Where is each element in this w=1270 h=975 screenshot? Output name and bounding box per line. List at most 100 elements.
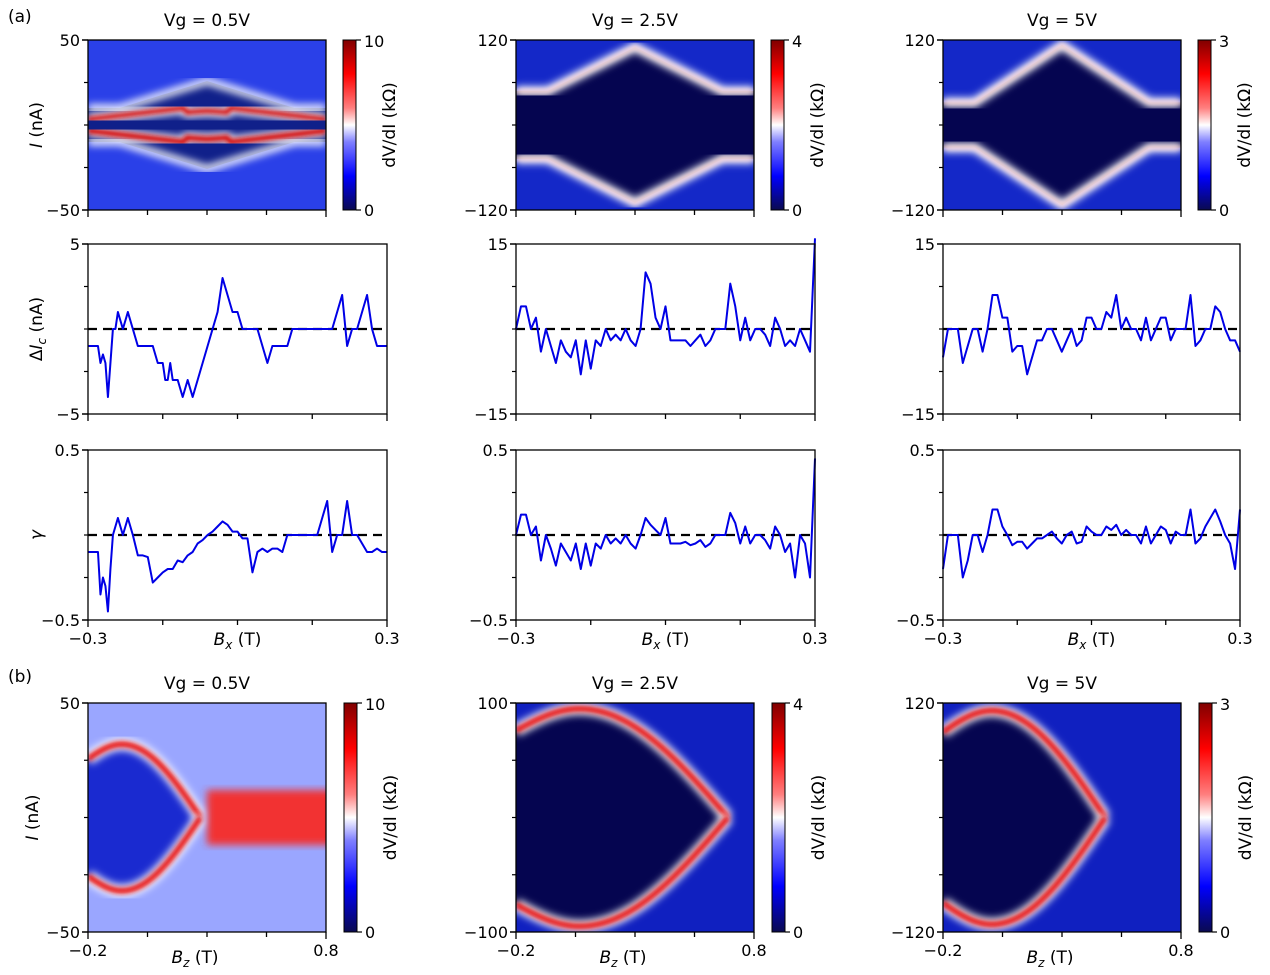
a-gam-2-xtick-right: 0.3 — [802, 629, 827, 648]
b-map-1-ytick-top: 50 — [60, 694, 80, 713]
a-map-1-resonance — [88, 127, 326, 146]
b-map-2-cbar-min: 0 — [793, 923, 803, 942]
a-dic-3-series-line — [942, 294, 1241, 376]
b-map-1-xtick-left: −0.2 — [69, 941, 108, 960]
a-map-3-cbar-min: 0 — [1219, 201, 1229, 220]
b-map-1-cbar-label: dV/dI (kΩ) — [381, 775, 401, 860]
a-dic-1: 5 −5 ΔIc (nA) — [27, 235, 388, 424]
a-dic-2-series-line — [515, 238, 816, 376]
a-map-2-switching-line — [516, 157, 754, 205]
a-dic-3-ytick-bottom: −15 — [901, 405, 935, 424]
b-map-1-switching-line — [88, 741, 203, 820]
b-map-1-xtick-right: 0.8 — [313, 941, 338, 960]
a-gam-1-ytick-top: 0.5 — [55, 441, 80, 460]
a-map-1-ytick-bottom: −50 — [46, 201, 80, 220]
b-map-3-cbar-label: dV/dI (kΩ) — [1236, 775, 1256, 860]
a-dic-2: 15 −15 — [474, 235, 816, 424]
a-map-2-switching-line — [516, 45, 754, 93]
b-map-2-xlabel: Bz (T) — [599, 948, 646, 970]
b-map-2-switching-line — [516, 705, 731, 820]
a-map-3: 120 −120 Vg = 5V 3 0 dV/dI (kΩ) — [891, 11, 1255, 220]
b-map-3-colorbar — [1198, 702, 1213, 933]
a-gam-2-series-line — [515, 458, 816, 579]
b-map-3-xlabel: Bz (T) — [1026, 948, 1073, 970]
a-gam-3-series-line — [942, 508, 1241, 579]
b-map-3-cbar-max: 3 — [1220, 695, 1230, 714]
a-map-2-ytick-bottom: −120 — [464, 201, 508, 220]
b-map-3-title: Vg = 5V — [1027, 674, 1097, 694]
b-map-2-ytick-top: 100 — [477, 694, 508, 713]
b-map-2-xtick-left: −0.2 — [497, 941, 536, 960]
a-dic-1-ytick-top: 5 — [70, 235, 80, 254]
a-map-2-colorbar — [770, 39, 785, 211]
a-gam-1-xtick-right: 0.3 — [374, 629, 399, 648]
a-gam-3-ytick-top: 0.5 — [910, 441, 935, 460]
a-map-2-cbar-max: 4 — [792, 32, 802, 51]
panel-label-a: (a) — [8, 7, 32, 27]
a-map-2-cbar-label: dV/dI (kΩ) — [808, 82, 828, 167]
a-map-1-cbar-max: 10 — [364, 32, 384, 51]
b-map-1-title: Vg = 0.5V — [164, 674, 251, 694]
a-map-1-ylabel: I (nA) — [27, 102, 47, 148]
a-dic-2-ytick-bottom: −15 — [474, 405, 508, 424]
a-map-3-ytick-bottom: −120 — [891, 201, 935, 220]
a-dic-1-series-line — [88, 277, 387, 398]
a-map-1-cbar-label: dV/dI (kΩ) — [380, 82, 400, 167]
b-map-1-normal-state-band — [207, 790, 326, 845]
b-map-2-xtick-right: 0.8 — [741, 941, 766, 960]
a-map-1-ytick-top: 50 — [60, 31, 80, 50]
b-map-1-cbar-max: 10 — [365, 695, 385, 714]
a-gam-3-xlabel: Bx (T) — [1068, 630, 1116, 652]
a-gam-2-xtick-left: −0.3 — [497, 629, 536, 648]
a-map-1-switching-line — [88, 138, 326, 173]
b-map-1-xlabel: Bz (T) — [171, 948, 218, 970]
a-dic-1-ylabel: ΔIc (nA) — [27, 297, 49, 361]
a-gam-1-ylabel: γ — [27, 529, 47, 540]
a-gam-1-xlabel: Bx (T) — [214, 630, 262, 652]
a-map-3-colorbar — [1197, 39, 1212, 211]
a-map-3-cbar-max: 3 — [1219, 32, 1229, 51]
b-map-3-switching-line — [943, 815, 1108, 928]
a-dic-2-ytick-top: 15 — [488, 235, 508, 254]
a-map-2-superconducting-region — [516, 47, 754, 203]
a-gam-3-xtick-right: 0.3 — [1227, 629, 1252, 648]
b-map-2: 100 −100−0.2 0.8 Vg = 2.5V Bz (T) 4 0 dV/dI (kΩ… — [464, 674, 829, 970]
b-map-1-colorbar — [343, 702, 358, 933]
b-map-1: 50 −50−0.2 0.8 Vg = 0.5V I (nA) Bz (T) 10 0 dV/d… — [23, 674, 401, 970]
a-gam-2: 0.5 −0.5−0.3 0.3 Bx (T) — [469, 441, 828, 652]
a-map-1: 50 −50 Vg = 0.5V I (nA) 10 0 dV/dI (kΩ) — [27, 11, 400, 220]
a-gam-2-ytick-bottom: −0.5 — [469, 611, 508, 630]
b-map-3-switching-line — [943, 707, 1108, 820]
a-map-1-colorbar — [342, 39, 357, 211]
b-map-1-ytick-bottom: −50 — [46, 923, 80, 942]
a-gam-1-ytick-bottom: −0.5 — [41, 611, 80, 630]
a-map-1-cbar-min: 0 — [364, 201, 374, 220]
a-map-2-cbar-min: 0 — [792, 201, 802, 220]
b-map-2-ytick-bottom: −100 — [464, 923, 508, 942]
a-map-1-resonance — [88, 105, 326, 122]
a-gam-2-xlabel: Bx (T) — [642, 630, 690, 652]
b-map-2-title: Vg = 2.5V — [592, 674, 679, 694]
a-gam-1-series-line — [88, 500, 387, 613]
b-map-3-cbar-min: 0 — [1220, 923, 1230, 942]
b-map-1-ylabel: I (nA) — [23, 794, 43, 840]
a-gam-3-xtick-left: −0.3 — [924, 629, 963, 648]
b-map-3: 120 −120−0.2 0.8 Vg = 5V Bz (T) 3 0 dV/dI (kΩ) — [891, 674, 1256, 970]
b-map-1-cbar-min: 0 — [365, 923, 375, 942]
a-dic-3: 15 −15 — [901, 235, 1241, 424]
a-gam-3-ytick-bottom: −0.5 — [896, 611, 935, 630]
a-dic-1-ytick-bottom: −5 — [56, 405, 80, 424]
b-map-2-switching-line — [516, 815, 731, 930]
a-map-3-ytick-top: 120 — [904, 31, 935, 50]
a-gam-2-ytick-top: 0.5 — [483, 441, 508, 460]
a-gam-1: 0.5 −0.5−0.3 0.3 γ Bx (T) — [27, 441, 400, 652]
panel-label-b: (b) — [8, 667, 32, 687]
a-gam-1-xtick-left: −0.3 — [69, 629, 108, 648]
b-map-3-ytick-bottom: −120 — [891, 923, 935, 942]
a-map-2-ytick-top: 120 — [477, 31, 508, 50]
a-dic-3-ytick-top: 15 — [915, 235, 935, 254]
b-map-2-cbar-max: 4 — [793, 695, 803, 714]
a-map-1-title: Vg = 0.5V — [164, 11, 251, 31]
b-map-2-cbar-label: dV/dI (kΩ) — [809, 775, 829, 860]
